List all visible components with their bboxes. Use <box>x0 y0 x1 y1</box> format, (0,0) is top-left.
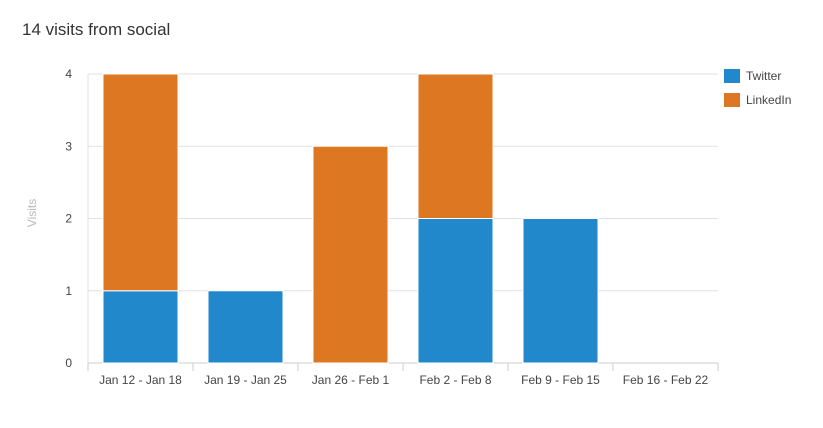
chart-title: 14 visits from social <box>22 20 171 39</box>
x-tick-label: Jan 19 - Jan 25 <box>204 373 287 387</box>
bars <box>102 73 599 364</box>
legend-swatch-twitter <box>724 69 740 83</box>
gridlines <box>87 73 718 364</box>
x-tick-label: Feb 2 - Feb 8 <box>419 373 491 387</box>
x-tick-label: Feb 9 - Feb 15 <box>521 373 600 387</box>
bar-twitter-4[interactable] <box>522 218 599 364</box>
y-tick-label: 3 <box>65 139 72 153</box>
bar-linkedin-0[interactable] <box>102 73 179 292</box>
bar-twitter-1[interactable] <box>207 290 284 364</box>
y-tick-label: 1 <box>65 284 72 298</box>
bar-linkedin-3[interactable] <box>417 73 494 219</box>
legend-label: LinkedIn <box>746 93 792 107</box>
legend-item-twitter[interactable]: Twitter <box>724 68 791 84</box>
bar-twitter-0[interactable] <box>102 290 179 364</box>
x-tick-label: Jan 12 - Jan 18 <box>99 373 182 387</box>
legend-label: Twitter <box>746 69 782 83</box>
x-tick-label: Jan 26 - Feb 1 <box>312 373 390 387</box>
y-axis-label: Visits <box>25 199 39 227</box>
y-tick-label: 0 <box>65 356 72 370</box>
legend-swatch-linkedin <box>724 93 740 107</box>
x-tick-label: Feb 16 - Feb 22 <box>623 373 709 387</box>
legend: Twitter LinkedIn <box>724 68 791 116</box>
bar-twitter-3[interactable] <box>417 218 494 364</box>
legend-item-linkedin[interactable]: LinkedIn <box>724 92 791 108</box>
y-axis: 0 1 2 3 4 <box>65 67 72 370</box>
y-tick-label: 4 <box>65 67 72 81</box>
y-tick-label: 2 <box>65 212 72 226</box>
bar-linkedin-2[interactable] <box>312 145 389 364</box>
x-axis: Jan 12 - Jan 18 Jan 19 - Jan 25 Jan 26 - F… <box>87 363 719 387</box>
